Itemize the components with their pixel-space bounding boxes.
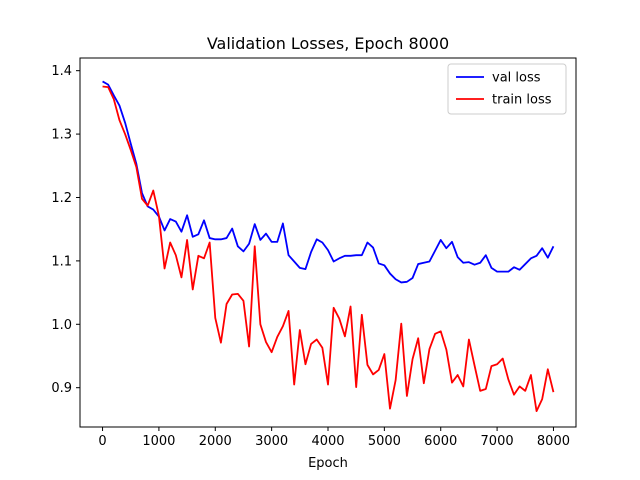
x-tick-label: 6000	[424, 434, 457, 449]
x-axis: 0 1000 2000 3000 4000 5000 6000 7000 8000	[98, 427, 570, 449]
x-tick-label: 2000	[199, 434, 232, 449]
legend-label-val-loss: val loss	[492, 71, 541, 86]
legend: val loss train loss	[447, 63, 567, 115]
y-axis: 0.9 1.0 1.1 1.2 1.3 1.4	[51, 64, 80, 396]
y-tick-label: 1.2	[51, 191, 72, 206]
series-layer	[102, 80, 555, 413]
x-tick-label: 1000	[142, 434, 175, 449]
x-axis-label: Epoch	[308, 456, 348, 471]
x-tick-label: 8000	[537, 434, 570, 449]
chart-title: Validation Losses, Epoch 8000	[207, 34, 449, 53]
y-tick-label: 1.1	[51, 254, 72, 269]
y-tick-label: 1.3	[51, 128, 72, 143]
y-tick-label: 1.0	[51, 318, 72, 333]
y-tick-label: 0.9	[51, 381, 72, 396]
y-tick-label: 1.4	[51, 64, 72, 79]
x-tick-label: 0	[98, 434, 106, 449]
legend-label-train-loss: train loss	[492, 93, 552, 108]
x-tick-label: 5000	[368, 434, 401, 449]
x-tick-label: 7000	[481, 434, 514, 449]
series-line-train-loss	[102, 85, 555, 413]
x-tick-label: 3000	[255, 434, 288, 449]
x-tick-label: 4000	[311, 434, 344, 449]
series-line-val-loss	[102, 80, 555, 284]
